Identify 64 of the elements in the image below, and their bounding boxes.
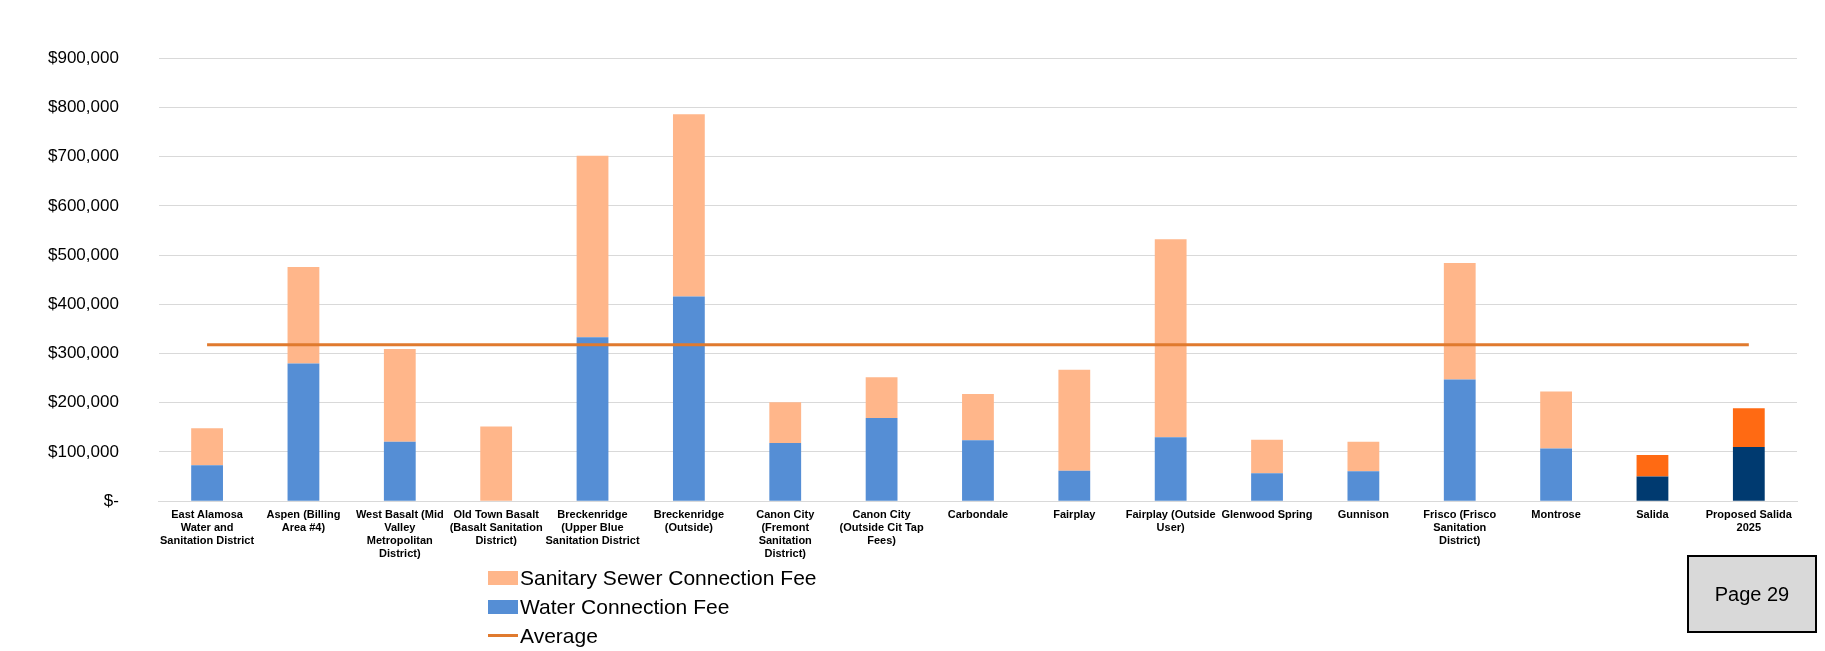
- bar: [1347, 471, 1380, 501]
- bar: [1540, 391, 1572, 449]
- x-tick-label: Breckenridge (Upper Blue Sanitation District: [545, 507, 640, 547]
- legend-label: Average: [520, 623, 598, 648]
- bar: [1347, 441, 1380, 472]
- legend-label: Water Connection Fee: [520, 594, 730, 619]
- y-tick-label: $300,000: [48, 343, 119, 363]
- x-tick-label: Fairplay: [1053, 507, 1097, 520]
- bar: [672, 114, 705, 297]
- x-tick-label: Canon City (Outside Cit Tap Fees): [839, 507, 924, 547]
- bar: [383, 441, 416, 501]
- bar: [672, 296, 705, 501]
- bar: [287, 363, 320, 501]
- bar: [1540, 448, 1572, 501]
- bar: [769, 443, 802, 501]
- bar: [1251, 473, 1283, 501]
- x-tick-label: Carbondale: [947, 507, 1009, 520]
- bar: [1251, 439, 1283, 474]
- bar: [576, 155, 609, 338]
- x-tick-label: West Basalt (Mid Valley Metropolitan District): [355, 507, 444, 560]
- bar: [962, 393, 994, 441]
- bar: [191, 465, 223, 501]
- y-tick-label: $800,000: [48, 97, 119, 117]
- x-tick-label: East Alamosa Water and Sanitation District: [160, 507, 255, 547]
- bar: [480, 426, 513, 501]
- bar: [1154, 239, 1187, 438]
- x-tick-label: Gunnison: [1337, 507, 1390, 520]
- y-tick-label: $500,000: [48, 244, 119, 264]
- y-tick-label: $700,000: [48, 146, 119, 166]
- bar: [865, 377, 898, 419]
- legend-label: Sanitary Sewer Connection Fee: [520, 565, 817, 590]
- x-tick-label: Canon City (Fremont Sanitation District): [756, 507, 816, 560]
- x-tick-label: Glenwood Spring: [1221, 507, 1313, 520]
- bar: [1732, 408, 1765, 448]
- bar: [769, 402, 802, 444]
- x-tick-label: Montrose: [1531, 507, 1581, 520]
- y-tick-label: $600,000: [48, 195, 119, 215]
- bar: [1058, 470, 1091, 501]
- bar: [1636, 454, 1669, 477]
- x-tick-label: Fairplay (Outside User): [1125, 507, 1216, 534]
- x-tick-label: Aspen (Billing Area #4): [266, 507, 341, 534]
- y-tick-label: $900,000: [48, 47, 119, 67]
- bar: [1636, 476, 1669, 501]
- y-tick-label: $400,000: [48, 294, 119, 313]
- y-tick-label: $-: [103, 490, 119, 510]
- y-tick-label: $200,000: [48, 392, 119, 412]
- bar: [1732, 447, 1765, 501]
- bar: [191, 428, 223, 466]
- x-tick-label: Breckenridge (Outside): [653, 507, 725, 534]
- bar: [1058, 369, 1091, 471]
- x-tick-label: Old Town Basalt (Basalt Sanitation District): [449, 507, 543, 547]
- bar: [383, 349, 416, 442]
- x-tick-label: Frisco (Frisco Sanitation District): [1423, 507, 1497, 547]
- bar: [576, 337, 609, 501]
- y-tick-label: $100,000: [48, 441, 119, 461]
- text: Page 29: [1687, 555, 1817, 633]
- bar: [1154, 437, 1187, 501]
- bar: [287, 266, 320, 364]
- x-tick-label: Salida: [1636, 507, 1670, 520]
- x-tick-label: Proposed Salida 2025: [1705, 507, 1793, 534]
- bar: [1443, 262, 1476, 380]
- bar: [1443, 379, 1476, 501]
- bar: [865, 418, 898, 501]
- bar: [962, 440, 994, 501]
